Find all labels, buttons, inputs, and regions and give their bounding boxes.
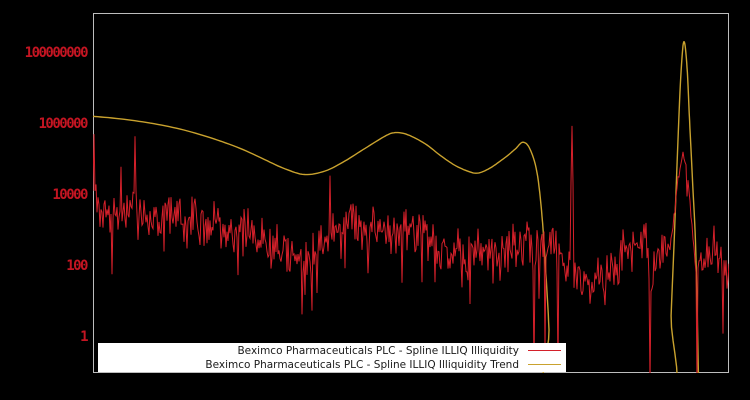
trend-series-line: [93, 41, 700, 373]
legend-label-trend: Beximco Pharmaceuticals PLC - Spline ILL…: [205, 358, 519, 371]
legend-item-illiquidity: Beximco Pharmaceuticals PLC - Spline ILL…: [98, 344, 566, 358]
y-tick-label: 100000000: [24, 45, 89, 62]
y-tick-label: 10000: [52, 187, 88, 204]
gold-line-sample-icon: [528, 364, 561, 365]
y-tick-label: 1: [80, 329, 88, 346]
y-tick-label: 1000000: [38, 116, 88, 133]
y-tick-label: 100: [66, 258, 88, 275]
legend-label-illiquidity: Beximco Pharmaceuticals PLC - Spline ILL…: [237, 344, 519, 357]
illiquidity-series-line: [93, 125, 729, 373]
plot-area: [93, 13, 729, 373]
legend: Beximco Pharmaceuticals PLC - Spline ILL…: [98, 343, 566, 372]
legend-item-trend: Beximco Pharmaceuticals PLC - Spline ILL…: [98, 358, 566, 372]
red-line-sample-icon: [528, 350, 561, 351]
